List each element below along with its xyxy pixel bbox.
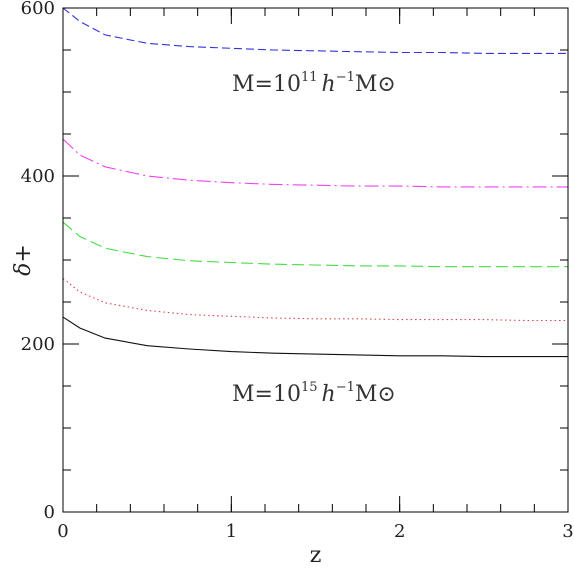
annotation-exponent: 15 <box>301 380 318 395</box>
x-tick-labels: 0 1 2 3 <box>57 521 573 542</box>
series-line-0 <box>62 7 568 54</box>
x-tick-label: 0 <box>57 521 68 542</box>
annotation-prefix: M=10 <box>232 72 301 97</box>
plot-frame <box>62 7 569 513</box>
annotation-h-exponent: −1 <box>336 380 355 395</box>
x-tick-label: 3 <box>562 521 573 542</box>
annotation-h: h <box>322 382 336 407</box>
series-group <box>62 7 568 358</box>
series-line-3 <box>62 278 568 322</box>
series-line-2 <box>62 221 568 268</box>
annotation-suffix: M⊙ <box>355 382 396 407</box>
x-tick-label: 2 <box>394 521 405 542</box>
y-tick-label: 600 <box>21 0 55 19</box>
y-tick-label: 200 <box>21 334 55 355</box>
y-tick-label: 400 <box>21 166 55 187</box>
annotation-prefix: M=10 <box>232 382 301 407</box>
annotation-suffix: M⊙ <box>355 72 396 97</box>
y-axis-label: δ+ <box>11 244 36 276</box>
annotation-mass-1e15: M=1015 h−1M⊙ <box>232 380 396 407</box>
annotation-mass-1e11: M=1011 h−1M⊙ <box>232 70 396 97</box>
major-ticks <box>62 7 569 513</box>
series-line-4 <box>62 316 568 358</box>
annotation-h-exponent: −1 <box>336 70 355 85</box>
annotation-h: h <box>322 72 336 97</box>
series-line-1 <box>62 138 568 188</box>
annotation-exponent: 11 <box>301 70 318 85</box>
y-tick-label: 0 <box>44 502 55 523</box>
x-tick-label: 1 <box>226 521 237 542</box>
y-tick-labels: 0 200 400 600 <box>21 0 55 523</box>
x-axis-label: z <box>310 543 322 568</box>
